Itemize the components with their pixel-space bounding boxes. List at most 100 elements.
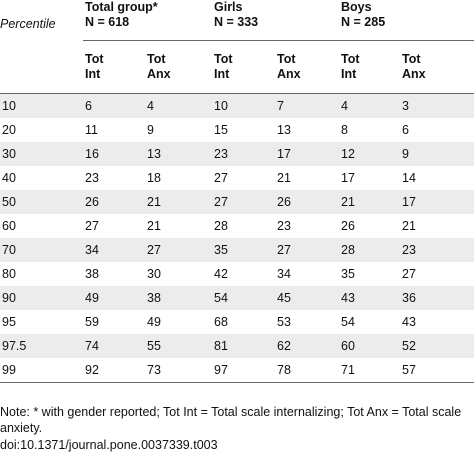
percentile-table: Percentile Total group* N = 618 Girls N … xyxy=(0,0,474,383)
percentile-cell: 99 xyxy=(2,363,16,377)
subcolumn-header-empty xyxy=(0,41,83,94)
group-header-girls: Girls N = 333 xyxy=(212,0,340,41)
table-cell: 30 xyxy=(147,267,161,281)
percentile-cell: 50 xyxy=(2,195,16,209)
table-cell: 21 xyxy=(341,195,355,209)
percentile-cell: 97.5 xyxy=(2,339,27,353)
table-cell: 28 xyxy=(341,243,355,257)
table-cell: 52 xyxy=(402,339,416,353)
table-cell: 18 xyxy=(147,171,161,185)
table-body: 10 6 4 10 7 4 3 20 11 9 15 13 8 6 30 16 … xyxy=(0,93,474,383)
table-cell: 21 xyxy=(402,219,416,233)
percentile-cell: 60 xyxy=(2,219,16,233)
subcolumn-header: Tot Int xyxy=(339,41,400,94)
table-cell: 17 xyxy=(402,195,416,209)
table-row: 50 26 21 27 26 21 17 xyxy=(0,190,474,214)
subcolumn-line1: Tot xyxy=(277,52,296,66)
table-row: 97.5 74 55 81 62 60 52 xyxy=(0,334,474,358)
table-cell: 57 xyxy=(402,363,416,377)
table-row: 80 38 30 42 34 35 27 xyxy=(0,262,474,286)
table-cell: 16 xyxy=(85,147,99,161)
table-cell: 27 xyxy=(147,243,161,257)
table-row: 20 11 9 15 13 8 6 xyxy=(0,118,474,142)
table-cell: 15 xyxy=(214,123,228,137)
table-cell: 62 xyxy=(277,339,291,353)
table-cell: 27 xyxy=(402,267,416,281)
table-cell: 74 xyxy=(85,339,99,353)
percentile-cell: 70 xyxy=(2,243,16,257)
subcolumn-line2: Anx xyxy=(402,67,426,81)
table-cell: 23 xyxy=(85,171,99,185)
table-cell: 4 xyxy=(341,99,348,113)
subcolumn-header: Tot Int xyxy=(212,41,275,94)
table-cell: 60 xyxy=(341,339,355,353)
table-cell: 42 xyxy=(214,267,228,281)
subcolumn-line2: Anx xyxy=(147,67,171,81)
table-cell: 43 xyxy=(402,315,416,329)
table-cell: 21 xyxy=(147,219,161,233)
percentile-table-container: Percentile Total group* N = 618 Girls N … xyxy=(0,0,474,383)
table-cell: 7 xyxy=(277,99,284,113)
table-cell: 43 xyxy=(341,291,355,305)
percentile-cell: 20 xyxy=(2,123,16,137)
percentile-cell: 95 xyxy=(2,315,16,329)
table-cell: 38 xyxy=(85,267,99,281)
table-cell: 38 xyxy=(147,291,161,305)
group-header-boys: Boys N = 285 xyxy=(339,0,474,41)
subcolumn-header: Tot Anx xyxy=(275,41,339,94)
table-cell: 27 xyxy=(214,171,228,185)
table-cell: 34 xyxy=(85,243,99,257)
table-cell: 4 xyxy=(147,99,154,113)
table-cell: 13 xyxy=(277,123,291,137)
table-cell: 17 xyxy=(341,171,355,185)
doi-link[interactable]: doi:10.1371/journal.pone.0037339.t003 xyxy=(0,438,218,452)
percentile-cell: 10 xyxy=(2,99,16,113)
group-n: N = 333 xyxy=(214,15,259,29)
table-cell: 35 xyxy=(341,267,355,281)
table-cell: 27 xyxy=(277,243,291,257)
table-cell: 3 xyxy=(402,99,409,113)
table-row: 95 59 49 68 53 54 43 xyxy=(0,310,474,334)
table-cell: 23 xyxy=(277,219,291,233)
table-cell: 81 xyxy=(214,339,228,353)
table-cell: 78 xyxy=(277,363,291,377)
table-cell: 6 xyxy=(85,99,92,113)
table-note: Note: * with gender reported; Tot Int = … xyxy=(0,405,462,435)
table-cell: 36 xyxy=(402,291,416,305)
subcolumn-line1: Tot xyxy=(147,52,166,66)
group-header-row: Percentile Total group* N = 618 Girls N … xyxy=(0,0,474,41)
table-cell: 49 xyxy=(85,291,99,305)
percentile-cell: 90 xyxy=(2,291,16,305)
table-cell: 28 xyxy=(214,219,228,233)
subcolumn-line2: Int xyxy=(214,67,230,81)
table-cell: 8 xyxy=(341,123,348,137)
table-cell: 21 xyxy=(277,171,291,185)
table-cell: 23 xyxy=(402,243,416,257)
table-row: 70 34 27 35 27 28 23 xyxy=(0,238,474,262)
table-cell: 9 xyxy=(402,147,409,161)
table-cell: 97 xyxy=(214,363,228,377)
table-cell: 54 xyxy=(214,291,228,305)
table-cell: 6 xyxy=(402,123,409,137)
group-name: Girls xyxy=(214,0,243,14)
table-cell: 12 xyxy=(341,147,355,161)
group-n: N = 618 xyxy=(85,15,130,29)
table-cell: 68 xyxy=(214,315,228,329)
table-cell: 11 xyxy=(85,123,98,137)
table-row: 99 92 73 97 78 71 57 xyxy=(0,358,474,383)
table-cell: 27 xyxy=(214,195,228,209)
subcolumn-line1: Tot xyxy=(341,52,360,66)
percentile-cell: 40 xyxy=(2,171,16,185)
table-cell: 55 xyxy=(147,339,161,353)
table-cell: 73 xyxy=(147,363,161,377)
percentile-header: Percentile xyxy=(0,17,56,31)
table-row: 10 6 4 10 7 4 3 xyxy=(0,93,474,118)
percentile-cell: 80 xyxy=(2,267,16,281)
table-cell: 23 xyxy=(214,147,228,161)
table-row: 40 23 18 27 21 17 14 xyxy=(0,166,474,190)
table-cell: 17 xyxy=(277,147,291,161)
table-row: 90 49 38 54 45 43 36 xyxy=(0,286,474,310)
table-cell: 71 xyxy=(341,363,355,377)
table-cell: 54 xyxy=(341,315,355,329)
subcolumn-line1: Tot xyxy=(214,52,233,66)
